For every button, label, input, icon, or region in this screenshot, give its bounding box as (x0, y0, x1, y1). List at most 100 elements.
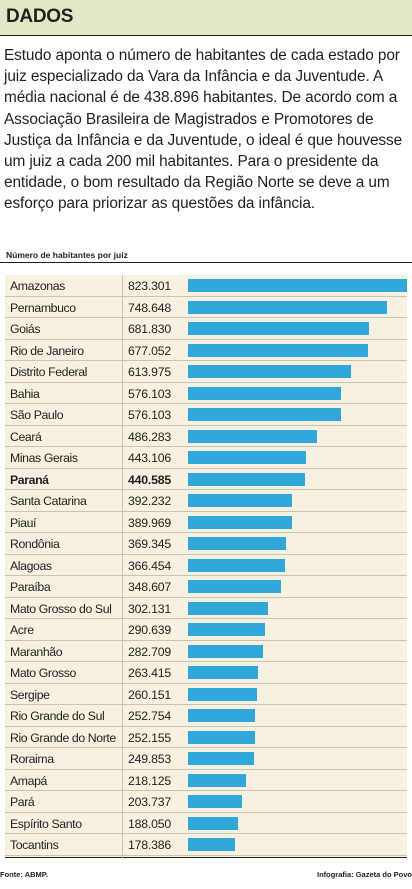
chart-rows: Amazonas 823.301 Pernambuco 748.648 Goiás 681… (5, 275, 407, 858)
value-label: 348.607 (128, 580, 172, 594)
value-label: 392.232 (128, 494, 172, 508)
credit-note: Infografia: Gazeta do Povo (316, 870, 412, 879)
chart-row: Mato Grosso do Sul 302.131 (5, 598, 407, 619)
bar (188, 644, 264, 658)
bar (188, 322, 370, 335)
value-label: 486.283 (128, 429, 172, 444)
chart-row: Bahia 576.103 (5, 383, 407, 404)
value-label: 389.969 (128, 515, 172, 530)
value-label: 260.151 (128, 687, 172, 702)
value-label: 290.639 (128, 623, 172, 637)
bar (188, 279, 407, 292)
bar (188, 601, 269, 615)
chart-row: Minas Gerais 443.106 (5, 447, 407, 469)
state-label: Piauí (10, 515, 37, 530)
state-label: Minas Gerais (10, 451, 78, 465)
bar (188, 408, 342, 421)
chart-row: Acre 290.639 (5, 619, 407, 641)
chart-row: Espírito Santo 188.050 (5, 813, 407, 834)
state-label: Rio Grande do Norte (10, 730, 116, 745)
bar (188, 773, 247, 787)
chart-row: Rio de Janeiro 677.052 (5, 340, 407, 361)
bar (188, 515, 292, 529)
chart-row: Pará 203.737 (5, 791, 407, 813)
value-label: 252.754 (128, 709, 172, 723)
value-label: 613.975 (128, 365, 172, 379)
state-label: Sergipe (10, 687, 50, 702)
source-note: Fonte: ABMP. (0, 870, 48, 879)
value-label: 576.103 (128, 386, 172, 401)
value-label: 366.454 (128, 558, 172, 573)
state-label: Maranhão (10, 644, 63, 659)
bar (188, 795, 243, 808)
state-label: Paraná (10, 472, 49, 487)
value-label: 369.345 (128, 537, 172, 551)
state-label: Espírito Santo (10, 816, 82, 831)
bar (188, 709, 256, 722)
state-label: Amapá (10, 773, 47, 788)
chart-row: Rio Grande do Norte 252.155 (5, 727, 407, 748)
intro-text: Estudo aponta o número de habitantes de … (4, 47, 403, 213)
value-label: 677.052 (128, 343, 172, 358)
bar (188, 365, 352, 378)
value-label: 576.103 (128, 408, 172, 422)
value-label: 302.131 (128, 601, 172, 616)
chart-row: Maranhão 282.709 (5, 641, 407, 662)
chart-row: Mato Grosso 263.415 (5, 662, 407, 684)
state-label: Mato Grosso (10, 666, 76, 680)
chart-row: Paraíba 348.607 (5, 576, 407, 598)
state-label: Alagoas (10, 558, 52, 573)
chart-row: Piauí 389.969 (5, 512, 407, 533)
section-title: DADOS (6, 6, 74, 27)
chart-title-rule (0, 262, 412, 263)
chart-row: Distrito Federal 613.975 (5, 361, 407, 383)
value-label: 188.050 (128, 816, 172, 831)
chart-row: Amazonas 823.301 (5, 275, 407, 297)
chart-row: Alagoas 366.454 (5, 555, 407, 576)
bar (188, 666, 259, 679)
bar (188, 472, 306, 486)
chart-row: Tocantins 178.386 (5, 834, 407, 856)
bar (188, 386, 342, 400)
value-label: 443.106 (128, 451, 172, 465)
state-label: Rondônia (10, 537, 60, 551)
column-divider (122, 275, 123, 858)
bar (188, 343, 369, 357)
state-label: Paraíba (10, 580, 51, 594)
chart-row: Ceará 486.283 (5, 426, 407, 447)
bar (188, 687, 258, 701)
state-label: Acre (10, 623, 34, 637)
state-label: Rio de Janeiro (10, 343, 84, 358)
state-label: Roraima (10, 752, 54, 766)
state-label: Mato Grosso do Sul (10, 601, 112, 616)
state-label: Rio Grande do Sul (10, 709, 105, 723)
chart-row: Amapá 218.125 (5, 770, 407, 791)
bar (188, 494, 293, 507)
bar (188, 752, 255, 765)
value-label: 218.125 (128, 773, 172, 788)
chart-row: Sergipe 260.151 (5, 684, 407, 705)
chart-row: Paraná 440.585 (5, 469, 407, 490)
chart-row: Rio Grande do Sul 252.754 (5, 705, 407, 727)
state-label: Distrito Federal (10, 365, 87, 379)
chart-row: Rondônia 369.345 (5, 533, 407, 555)
bar (188, 730, 256, 744)
value-label: 440.585 (128, 472, 172, 487)
state-label: São Paulo (10, 408, 64, 422)
bar (188, 451, 306, 464)
bar (188, 300, 388, 314)
value-label: 263.415 (128, 666, 172, 680)
chart-row: Roraima 249.853 (5, 748, 407, 770)
header-bar: DADOS (0, 0, 412, 36)
bar (188, 623, 266, 636)
value-label: 203.737 (128, 795, 172, 809)
state-label: Pará (10, 795, 35, 809)
header-divider (0, 35, 412, 36)
state-label: Amazonas (10, 279, 65, 293)
state-label: Goiás (10, 322, 41, 336)
bar (188, 816, 239, 830)
state-label: Bahia (10, 386, 40, 401)
chart-row: São Paulo 576.103 (5, 404, 407, 426)
value-label: 823.301 (128, 279, 172, 293)
bar (188, 537, 287, 550)
